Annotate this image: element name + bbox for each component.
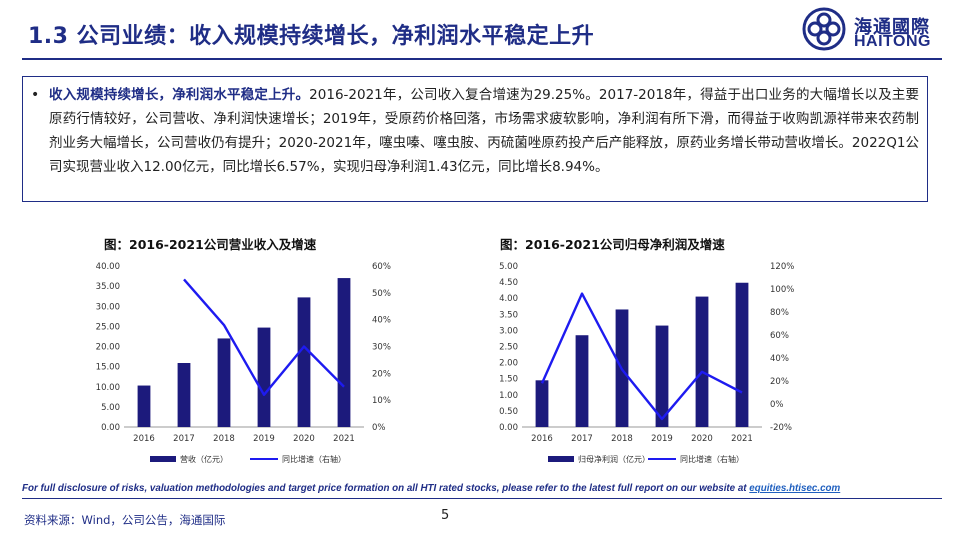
chart-2-title: 图：2016-2021公司归母净利润及增速	[500, 237, 725, 252]
title-divider	[22, 58, 942, 60]
profit-legend-bar-swatch	[548, 456, 574, 462]
profit-left-tick-label: 0.50	[499, 407, 518, 417]
revenue-left-tick-label: 15.00	[96, 363, 120, 373]
revenue-right-tick-label: 30%	[372, 343, 391, 353]
page-number: 5	[441, 508, 450, 523]
revenue-right-tick-label: 0%	[372, 423, 386, 433]
revenue-legend-line-label: 同比增速（右轴）	[282, 454, 346, 464]
profit-growth-line	[540, 292, 743, 421]
profit-left-tick-label: 5.00	[499, 262, 518, 272]
revenue-left-tick-label: 40.00	[96, 262, 120, 272]
revenue-left-tick-label: 20.00	[96, 343, 120, 353]
revenue-bar	[257, 327, 271, 427]
revenue-left-tick-label: 25.00	[96, 322, 120, 332]
revenue-left-tick-label: 5.00	[101, 403, 120, 413]
profit-right-tick-label: 80%	[770, 308, 789, 318]
revenue-left-tick-label: 10.00	[96, 383, 120, 393]
chart-1-title: 图：2016-2021公司营业收入及增速	[104, 237, 317, 252]
revenue-category-label: 2021	[333, 434, 355, 444]
revenue-category-label: 2019	[253, 434, 275, 444]
revenue-left-tick-label: 30.00	[96, 302, 120, 312]
revenue-bar	[297, 297, 311, 427]
profit-category-label: 2016	[531, 434, 553, 444]
revenue-growth-line	[183, 278, 345, 397]
bullet-icon: •	[31, 87, 40, 103]
profit-right-tick-label: 0%	[770, 400, 784, 410]
profit-left-tick-label: 1.50	[499, 375, 518, 385]
revenue-left-tick-label: 35.00	[96, 282, 120, 292]
revenue-category-label: 2020	[293, 434, 315, 444]
profit-category-label: 2017	[571, 434, 593, 444]
profit-category-label: 2018	[611, 434, 633, 444]
disclosure-text: For full disclosure of risks, valuation …	[22, 483, 840, 494]
profit-bar	[575, 335, 589, 427]
revenue-right-tick-label: 10%	[372, 396, 391, 406]
profit-bar	[535, 380, 549, 427]
footer-divider	[22, 498, 942, 499]
revenue-left-tick-label: 0.00	[101, 423, 120, 433]
profit-left-tick-label: 1.00	[499, 391, 518, 401]
revenue-right-tick-label: 60%	[372, 262, 391, 272]
haitong-logo-icon	[802, 7, 846, 51]
summary-text: 收入规模持续增长，净利润水平稳定上升。2016-2021年，公司收入复合增速为2…	[33, 83, 919, 179]
profit-legend-bar-label: 归母净利润（亿元）	[578, 454, 650, 464]
revenue-bar	[217, 338, 231, 427]
disclosure-body: For full disclosure of risks, valuation …	[22, 483, 750, 494]
profit-left-tick-label: 4.00	[499, 294, 518, 304]
profit-left-tick-label: 3.00	[499, 326, 518, 336]
profit-right-tick-label: 60%	[770, 331, 789, 341]
summary-body: 2016-2021年，公司收入复合增速为29.25%。2017-2018年，得益…	[49, 87, 919, 175]
profit-category-label: 2020	[691, 434, 713, 444]
profit-left-tick-label: 4.50	[499, 278, 518, 288]
profit-bar	[655, 325, 669, 427]
logo-chinese-name: 海通國際	[854, 17, 930, 38]
website-link[interactable]: equities.htisec.com	[749, 483, 841, 494]
revenue-legend-bar-label: 营收（亿元）	[180, 454, 228, 464]
summary-lead: 收入规模持续增长，净利润水平稳定上升。	[49, 87, 310, 103]
revenue-category-label: 2016	[133, 434, 155, 444]
net-profit-chart: 0.00 0.50 1.00 1.50 2.00 2.50 3.00 3.50 4.00 4.50…	[499, 262, 794, 464]
data-source: 资料来源：Wind，公司公告，海通国际	[24, 513, 226, 527]
profit-right-tick-label: 120%	[770, 262, 794, 272]
haitong-logo: 海通國際 HAITONG	[802, 7, 952, 55]
profit-bar	[735, 282, 749, 427]
profit-right-tick-label: 100%	[770, 285, 794, 295]
profit-left-tick-label: 2.00	[499, 359, 518, 369]
revenue-category-label: 2017	[173, 434, 195, 444]
revenue-chart: 0.00 5.00 10.00 15.00 20.00 25.00 30.00 35.00 40…	[96, 262, 391, 464]
profit-right-tick-label: 40%	[770, 354, 789, 364]
page-title: 1.3 公司业绩：收入规模持续增长，净利润水平稳定上升	[28, 24, 595, 49]
revenue-legend-bar-swatch	[150, 456, 176, 462]
revenue-category-label: 2018	[213, 434, 235, 444]
profit-left-tick-label: 2.50	[499, 343, 518, 353]
revenue-right-tick-label: 20%	[372, 369, 391, 379]
revenue-right-tick-label: 40%	[372, 316, 391, 326]
logo-english-name: HAITONG	[854, 33, 931, 50]
revenue-bar	[337, 278, 351, 427]
profit-bar	[695, 296, 709, 427]
profit-right-tick-label: -20%	[770, 423, 792, 433]
profit-legend-line-label: 同比增速（右轴）	[680, 454, 744, 464]
profit-category-label: 2019	[651, 434, 673, 444]
revenue-bar	[177, 363, 191, 427]
revenue-bar	[137, 385, 151, 427]
profit-right-tick-label: 20%	[770, 377, 789, 387]
profit-left-tick-label: 3.50	[499, 310, 518, 320]
profit-category-label: 2021	[731, 434, 753, 444]
profit-left-tick-label: 0.00	[499, 423, 518, 433]
summary-box: • 收入规模持续增长，净利润水平稳定上升。2016-2021年，公司收入复合增速…	[22, 76, 928, 202]
revenue-right-tick-label: 50%	[372, 289, 391, 299]
